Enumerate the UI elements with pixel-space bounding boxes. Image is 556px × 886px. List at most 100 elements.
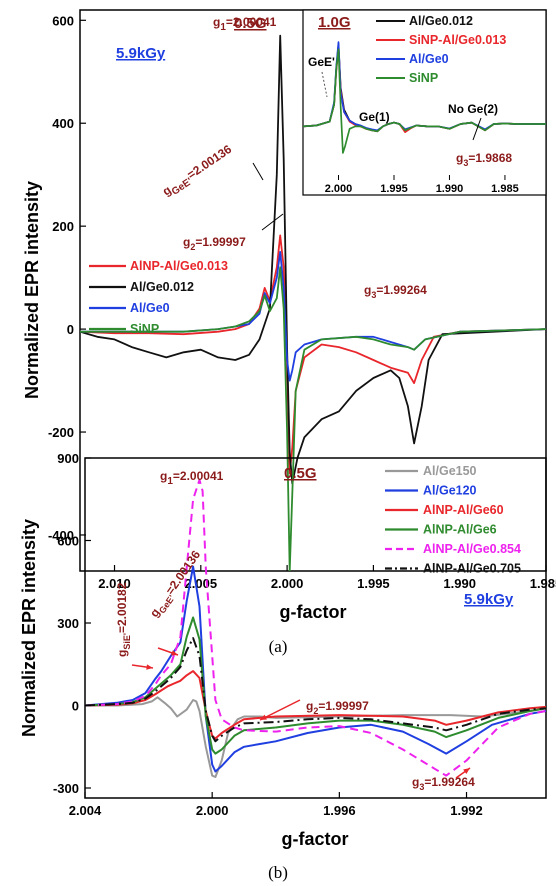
inset-gee-pointer [321,71,328,98]
panel-a-y-ticks: 600 400 200 0 -200 -400 [48,13,86,543]
g3-symbol: g [364,283,371,297]
panel-a-y-tick-label: -400 [48,528,74,543]
panel-a-g2-label: g2=1.99997 [183,235,246,252]
svg-text:g3=1.99264: g3=1.99264 [412,775,475,792]
panel-a-x-tick-label: 2.005 [185,576,218,591]
svg-text:g3=1.99264: g3=1.99264 [364,283,427,300]
panel-b-y-ticks: 900 600 300 0 -300 [53,451,91,796]
panel-a-y-tick-label: 0 [67,322,74,337]
panel-b-legend-label: AlNP-Al/Ge60 [423,503,504,517]
panel-b-caption: (b) [268,863,288,882]
inset-modulation: 1.0G [318,14,351,31]
panel-b-y-tick-label: 600 [57,534,79,549]
panel-b-arrowhead [260,714,267,720]
panel-a-x-ticks: 2.010 2.005 2.000 1.995 1.990 1.985 [98,565,556,591]
inset-g3-value: =1.9868 [468,151,512,165]
panel-b-legend-label: AlNP-Al/Ge0.854 [423,542,521,556]
panel-b-g3-label: g3=1.99264 [412,775,475,792]
panel-b-modulation: 0.5G [284,465,317,482]
svg-text:g1=2.00041: g1=2.00041 [160,469,224,487]
panel-b-series [85,479,546,778]
inset-ge1-label: Ge(1) [359,110,390,124]
panel-a-ylabel: Normalized EPR intensity [22,181,42,399]
inset-g3-symbol: g [456,151,463,165]
inset-noge2-label: No Ge(2) [448,102,498,116]
panel-a-x-tick-label: 1.985 [530,576,556,591]
panel-b-legend-label: AlNP-Al/Ge0.705 [423,562,521,576]
panel-a-legend: AlNP-Al/Ge0.013 Al/Ge0.012 Al/Ge0 SiNP [89,259,228,336]
panel-a-y-tick-label: -200 [48,425,74,440]
panel-b-legend-label: AlNP-Al/Ge6 [423,523,497,537]
panel-a-x-tick-label: 2.000 [271,576,304,591]
panel-b-y-tick-label: 300 [57,616,79,631]
panel-b: 2.004 2.000 1.996 1.992 900 600 300 0 -300 Normal… [19,451,547,882]
panel-a-series-line [80,234,546,475]
panel-a-y-tick-label: 600 [52,13,74,28]
gGeE-arrow [252,162,264,181]
inset-legend-label: SiNP-Al/Ge0.013 [409,33,506,47]
panel-a-x-tick-label: 2.010 [98,576,131,591]
panel-b-g1-label: g1=2.00041 [160,469,224,487]
panel-a-y-tick-label: 200 [52,219,74,234]
panel-b-legend: Al/Ge150 Al/Ge120 AlNP-Al/Ge60 AlNP-Al/Ge6 A… [385,464,521,576]
inset-gee-label: GeE' [308,55,335,69]
panel-b-x-tick-label: 1.992 [450,803,483,818]
panel-b-g2-label: g2=1.99997 [306,699,369,716]
panel-b-ylabel: Normalized EPR intensity [19,519,39,737]
inset-legend-label: Al/Ge0.012 [409,14,473,28]
g2-sub: 2 [190,242,195,252]
panel-b-series-line [85,616,546,755]
panel-b-xlabel: g-factor [282,829,349,849]
panel-a-g1-label: g1=2.00041 [213,15,277,33]
panel-b-frame [84,457,547,799]
panel-a-modulation: 0.5G [234,15,267,32]
panel-b-series-line [85,479,546,777]
inset-x-tick-label: 1.990 [436,183,464,195]
inset-x-tick-label: 2.000 [325,183,353,195]
g1-sub: 1 [220,22,226,33]
panel-b-legend-label: Al/Ge120 [423,484,477,498]
inset-legend-label: Al/Ge0 [409,52,449,66]
panel-a-caption: (a) [269,637,288,656]
svg-text:g2=1.99997: g2=1.99997 [183,235,246,252]
panel-a-legend-label: Al/Ge0 [130,301,170,315]
panel-a-x-tick-label: 1.990 [443,576,476,591]
inset-legend-label: SiNP [409,71,438,85]
panel-b-legend-label: Al/Ge150 [423,464,477,478]
inset-series-line [303,48,546,154]
panel-b-arrowhead [463,768,470,774]
inset-x-ticks: 2.000 1.995 1.990 1.985 [325,175,519,195]
panel-b-y-tick-label: -300 [53,781,79,796]
panel-b-x-tick-label: 2.000 [196,803,229,818]
svg-text:gSiE'=2.00182: gSiE'=2.00182 [115,582,132,657]
g3-value: =1.99264 [376,283,427,297]
panel-a-gGeE-label: gGeE'=2.00136 [160,142,235,199]
panel-b-arrows [131,647,471,779]
g3-sub: 3 [371,290,376,300]
g1-symbol: g [213,15,220,29]
inset-g3-pointer [472,117,482,141]
panel-b-x-ticks: 2.004 2.000 1.996 1.992 [69,792,483,818]
panel-a-xlabel: g-factor [280,602,347,622]
panel-a-legend-label: SiNP [130,322,159,336]
panel-b-x-tick-label: 1.996 [323,803,356,818]
inset-x-tick-label: 1.995 [380,183,408,195]
inset-x-tick-label: 1.985 [491,183,519,195]
panel-b-y-tick-label: 0 [72,699,79,714]
inset-g3-sub: 3 [463,158,468,168]
svg-text:g3=1.9868: g3=1.9868 [456,151,512,168]
panel-a-y-tick-label: 400 [52,116,74,131]
panel-a-x-tick-label: 1.995 [357,576,390,591]
panel-b-arrowhead [146,664,153,670]
panel-a-series [80,34,546,571]
g2-symbol: g [183,235,190,249]
panel-b-arrowhead [171,650,178,656]
panel-b-x-tick-label: 2.004 [69,803,102,818]
panel-b-arrow-line [259,699,301,721]
gGeE-value: =2.00136 [184,142,234,182]
inset-legend: Al/Ge0.012 SiNP-Al/Ge0.013 Al/Ge0 SiNP [376,14,506,85]
panel-a-legend-label: Al/Ge0.012 [130,280,194,294]
g2-arrow [261,213,284,231]
